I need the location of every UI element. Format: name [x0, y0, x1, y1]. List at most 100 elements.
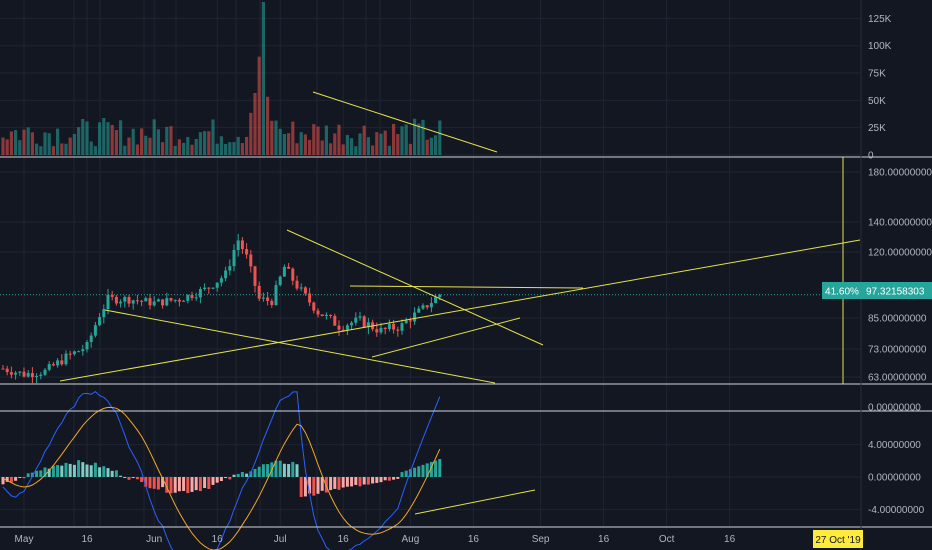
- macd-histogram-bar: [236, 473, 240, 477]
- volume-bar: [240, 143, 244, 155]
- candle-body: [291, 268, 295, 281]
- macd-histogram-bar: [350, 477, 354, 487]
- volume-panel: [1, 2, 442, 156]
- candle-body: [329, 314, 333, 316]
- candle-body: [186, 294, 190, 301]
- candle-body: [18, 371, 22, 373]
- volume-bar: [144, 135, 148, 155]
- volume-axis-label: 0: [868, 151, 874, 162]
- macd-histogram-bar: [194, 477, 198, 491]
- candle-body: [156, 299, 160, 302]
- macd-histogram-bar: [249, 471, 253, 477]
- macd-histogram-bar: [26, 473, 30, 477]
- volume-bar: [274, 120, 278, 155]
- volume-bar: [341, 144, 345, 155]
- volume-bar: [362, 125, 366, 155]
- candle-body: [438, 294, 442, 298]
- volume-bar: [186, 137, 190, 155]
- trendline[interactable]: [104, 309, 496, 384]
- candle-body: [282, 266, 286, 277]
- macd-histogram-bar: [182, 477, 186, 491]
- macd-histogram-bar: [308, 477, 312, 494]
- candle-body: [228, 266, 232, 271]
- macd-histogram-bar: [274, 460, 278, 477]
- volume-bar: [1, 137, 5, 155]
- time-axis[interactable]: May 16 Jun 16 Jul 16 Aug 16 Sep 16 Oct 16: [15, 534, 736, 545]
- macd-histogram-bar: [106, 468, 110, 477]
- volume-bar: [85, 121, 89, 155]
- macd-histogram-bar: [152, 477, 156, 489]
- macd-histogram-bar: [93, 462, 97, 477]
- macd-histogram-bar: [425, 463, 429, 477]
- candle-body: [173, 299, 177, 301]
- macd-histogram-bar: [429, 461, 433, 477]
- price-axis[interactable]: 125K 100K 75K 50K 25K 0 180.00000000 140.000000…: [868, 14, 932, 516]
- macd-histogram-bar: [43, 467, 47, 477]
- volume-bar: [98, 122, 102, 155]
- macd-histogram-bar: [35, 470, 39, 477]
- volume-bar: [278, 128, 282, 155]
- macd-histogram-bar: [400, 472, 404, 477]
- macd-histogram-bar: [60, 465, 64, 477]
- candle-body: [308, 293, 312, 303]
- trendline[interactable]: [312, 91, 498, 153]
- macd-histogram-bar: [39, 470, 43, 477]
- macd-histogram-bar: [173, 477, 177, 493]
- macd-histogram-bar: [89, 465, 93, 477]
- trendline[interactable]: [414, 489, 536, 515]
- volume-axis-label: 25K: [868, 123, 886, 134]
- candle-body: [324, 314, 328, 316]
- macd-histogram-bar: [413, 467, 417, 477]
- macd-histogram-bar: [77, 460, 81, 477]
- trendline[interactable]: [59, 239, 861, 382]
- volume-bar: [219, 136, 223, 155]
- macd-histogram-bar: [392, 477, 396, 480]
- candle-body: [77, 351, 81, 353]
- candle-body: [1, 368, 5, 370]
- macd-histogram-bar: [404, 470, 408, 477]
- macd-histogram-bar: [417, 466, 421, 477]
- macd-histogram-bar: [387, 477, 391, 481]
- trendline[interactable]: [286, 229, 544, 346]
- macd-histogram-bar: [337, 477, 341, 490]
- candle-body: [211, 287, 215, 289]
- candle-body: [215, 282, 219, 288]
- candle-body: [341, 329, 345, 331]
- macd-histogram-bar: [102, 466, 106, 477]
- candle-body: [408, 320, 412, 322]
- trendline[interactable]: [349, 285, 584, 289]
- trendline[interactable]: [371, 317, 521, 358]
- candle-body: [383, 327, 387, 329]
- candle-body: [366, 322, 370, 328]
- volume-axis-label: 50K: [868, 96, 886, 107]
- macd-histogram-bar: [228, 477, 232, 480]
- time-axis-label: Jun: [146, 534, 162, 545]
- candle-body: [266, 297, 270, 301]
- candle-body: [165, 298, 169, 306]
- volume-bar: [257, 56, 261, 156]
- macd-histogram-bar: [299, 477, 303, 497]
- price-axis-label: 120.00000000: [868, 248, 932, 259]
- volume-bar: [232, 142, 236, 155]
- candle-body: [161, 299, 165, 306]
- volume-bar: [26, 127, 30, 155]
- volume-bar: [270, 120, 274, 155]
- candle-body: [295, 280, 299, 289]
- volume-bar: [345, 134, 349, 155]
- volume-bar: [68, 137, 72, 155]
- volume-bar: [282, 133, 286, 155]
- candle-body: [404, 320, 408, 324]
- candle-body: [232, 250, 236, 267]
- volume-bar: [291, 121, 295, 155]
- volume-bar: [421, 119, 425, 155]
- candle-body: [56, 360, 60, 366]
- price-tag-bg: [862, 282, 932, 299]
- candle-body: [249, 254, 253, 267]
- time-axis-label: 16: [338, 534, 350, 545]
- date-tag: 27 Oct '19: [813, 530, 863, 548]
- macd-histogram-bar: [198, 477, 202, 492]
- macd-histogram-bar: [22, 477, 26, 479]
- signal-line: [2, 406, 441, 550]
